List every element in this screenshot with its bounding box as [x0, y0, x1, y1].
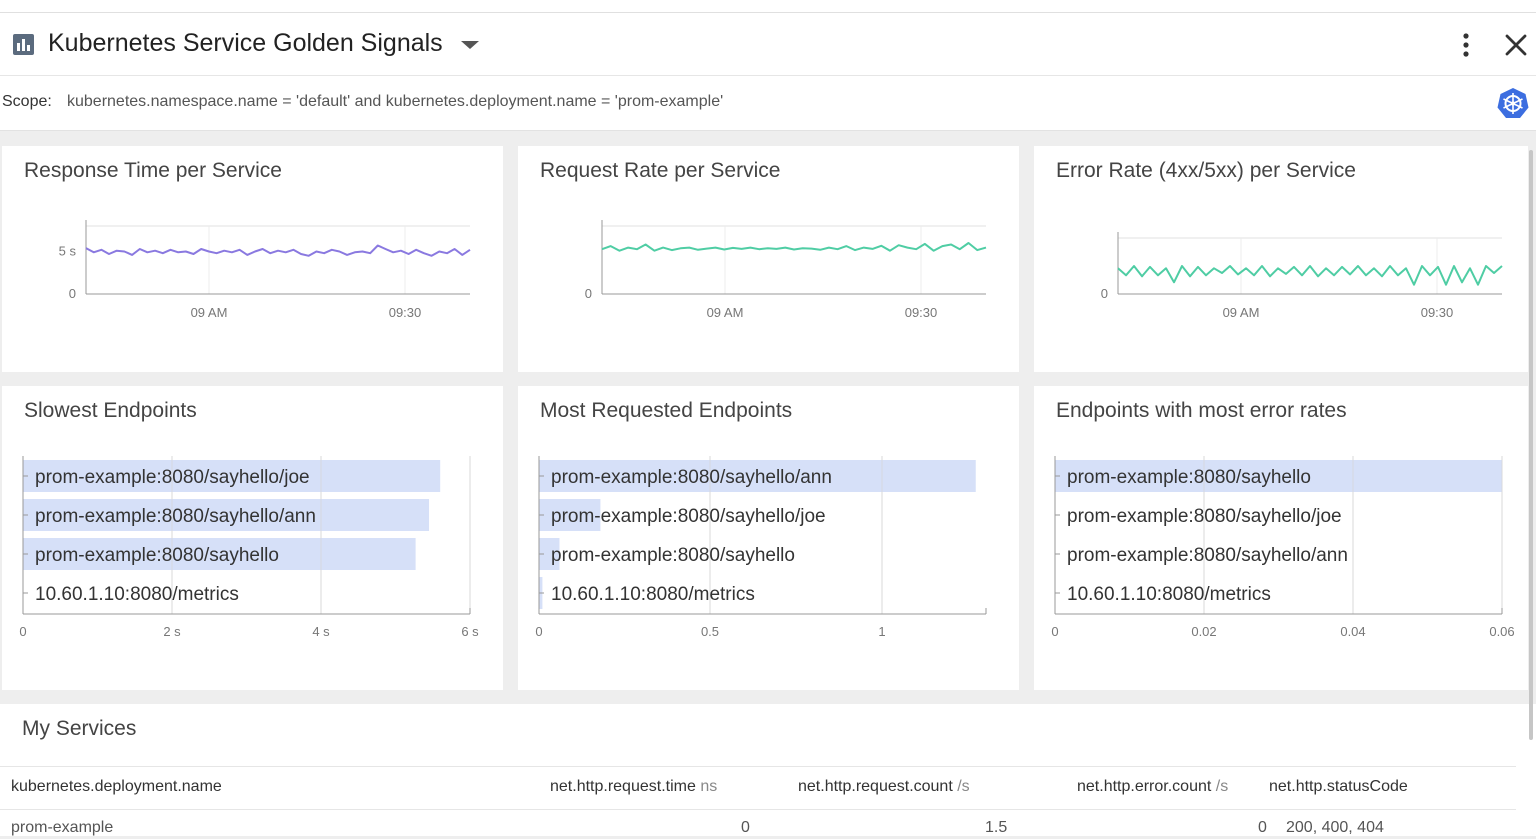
panel-title: Endpoints with most error rates — [1056, 399, 1347, 422]
response-time-chart[interactable]: 09 AM 09:30 0 5 s — [2, 146, 503, 372]
column-header-request-count[interactable]: net.http.request.count /s — [798, 778, 970, 795]
slowest-endpoints-chart[interactable]: prom-example:8080/sayhello/joe prom-examp… — [2, 386, 503, 690]
x-tick-label: 0.04 — [1340, 624, 1365, 639]
x-tick-label: 0.5 — [701, 624, 719, 639]
y-tick-label: 0 — [69, 286, 76, 301]
bar-label: 10.60.1.10:8080/metrics — [35, 584, 239, 605]
x-tick-label: 09 AM — [1223, 305, 1260, 320]
panel-title: Slowest Endpoints — [24, 399, 197, 422]
bar-label: prom-example:8080/sayhello/ann — [551, 467, 832, 488]
kubernetes-icon[interactable] — [1497, 87, 1529, 119]
cell-error-count: 0 — [1258, 819, 1267, 836]
x-tick-label: 09:30 — [905, 305, 938, 320]
bar-label: 10.60.1.10:8080/metrics — [551, 584, 755, 605]
panel-title: Request Rate per Service — [540, 159, 781, 182]
x-tick-label: 09 AM — [707, 305, 744, 320]
series-line — [601, 242, 987, 252]
dashboard-title: Kubernetes Service Golden Signals — [48, 29, 443, 57]
column-header-request-time[interactable]: net.http.request.time ns — [550, 778, 718, 795]
y-tick-label: 0 — [1101, 286, 1108, 301]
close-icon[interactable] — [1503, 32, 1529, 58]
bar-label: prom-example:8080/sayhello/ann — [1067, 545, 1348, 566]
x-tick-label: 0 — [1051, 624, 1058, 639]
bar — [23, 499, 430, 531]
bar — [23, 460, 441, 492]
bar-label: prom-example:8080/sayhello — [35, 545, 279, 566]
bar — [23, 538, 416, 570]
error-rate-chart[interactable]: 09 AM 09:30 0 — [1034, 146, 1528, 372]
series-line — [1117, 265, 1503, 286]
error-endpoints-panel: Endpoints with most error rates prom-exa… — [1034, 386, 1528, 690]
table-row[interactable]: prom-example 0 1.5 0 200, 400, 404 — [0, 809, 1516, 839]
bar-label: prom-example:8080/sayhello — [1067, 467, 1311, 488]
x-tick-label: 0 — [19, 624, 26, 639]
error-endpoints-chart[interactable]: prom-example:8080/sayhello prom-example:8… — [1034, 386, 1528, 690]
y-tick-label: 0 — [585, 286, 592, 301]
column-header-deployment[interactable]: kubernetes.deployment.name — [11, 778, 222, 795]
panel-title: Most Requested Endpoints — [540, 399, 793, 422]
error-rate-panel: Error Rate (4xx/5xx) per Service 09 AM 09… — [1034, 146, 1528, 372]
x-tick-label: 0 — [535, 624, 542, 639]
x-tick-label: 2 s — [163, 624, 181, 639]
scope-value[interactable]: kubernetes.namespace.name = 'default' an… — [67, 93, 724, 110]
x-tick-label: 4 s — [312, 624, 330, 639]
slowest-endpoints-panel: Slowest Endpoints prom-example:8080/sayh… — [2, 386, 503, 690]
x-tick-label: 09:30 — [389, 305, 422, 320]
my-services-panel: My Services kubernetes.deployment.name n… — [0, 704, 1536, 836]
bar-label: 10.60.1.10:8080/metrics — [1067, 584, 1271, 605]
bar — [539, 460, 976, 492]
bar-label: prom-example:8080/sayhello/joe — [35, 467, 310, 488]
panel-title: My Services — [22, 717, 137, 740]
x-tick-label: 6 s — [461, 624, 479, 639]
series-line — [85, 244, 471, 257]
response-time-panel: Response Time per Service 09 AM 09:30 0 5 s — [2, 146, 503, 372]
bar-label: prom-example:8080/sayhello/ann — [35, 506, 316, 527]
column-header-status-code[interactable]: net.http.statusCode — [1269, 778, 1408, 795]
x-tick-label: 0.02 — [1191, 624, 1216, 639]
table-header-row: kubernetes.deployment.name net.http.requ… — [0, 766, 1516, 810]
top-strip — [0, 0, 1536, 13]
x-tick-label: 0.06 — [1489, 624, 1514, 639]
request-rate-panel: Request Rate per Service 09 AM 09:30 0 — [518, 146, 1019, 372]
most-requested-panel: Most Requested Endpoints prom-example:80… — [518, 386, 1019, 690]
request-rate-chart[interactable]: 09 AM 09:30 0 — [518, 146, 1019, 372]
panel-title: Response Time per Service — [24, 159, 282, 182]
cell-status-code: 200, 400, 404 — [1286, 819, 1384, 836]
bar-label: prom-example:8080/sayhello/joe — [551, 506, 826, 527]
dashboard-dropdown-icon[interactable] — [459, 38, 481, 52]
bar-label: prom-example:8080/sayhello/joe — [1067, 506, 1342, 527]
cell-request-time: 0 — [741, 819, 750, 836]
bar — [539, 499, 601, 531]
more-vert-icon[interactable] — [1455, 31, 1477, 59]
cell-request-count: 1.5 — [985, 819, 1008, 836]
scope-label: Scope: — [2, 93, 52, 110]
bar-label: prom-example:8080/sayhello — [551, 545, 795, 566]
x-tick-label: 09 AM — [191, 305, 228, 320]
bar — [539, 538, 560, 570]
dashboard-icon — [13, 34, 34, 55]
x-tick-label: 09:30 — [1421, 305, 1454, 320]
column-header-error-count[interactable]: net.http.error.count /s — [1077, 778, 1229, 795]
y-tick-label: 5 s — [59, 244, 77, 259]
dashboard-header: Kubernetes Service Golden Signals — [0, 13, 1536, 76]
x-tick-label: 1 — [878, 624, 885, 639]
most-requested-chart[interactable]: prom-example:8080/sayhello/ann prom-examp… — [518, 386, 1019, 690]
bar — [1055, 460, 1502, 492]
cell-deployment: prom-example — [11, 819, 114, 836]
scope-bar: Scope: kubernetes.namespace.name = 'defa… — [0, 76, 1536, 131]
panel-title: Error Rate (4xx/5xx) per Service — [1056, 159, 1356, 182]
scrollbar[interactable] — [1529, 150, 1533, 740]
